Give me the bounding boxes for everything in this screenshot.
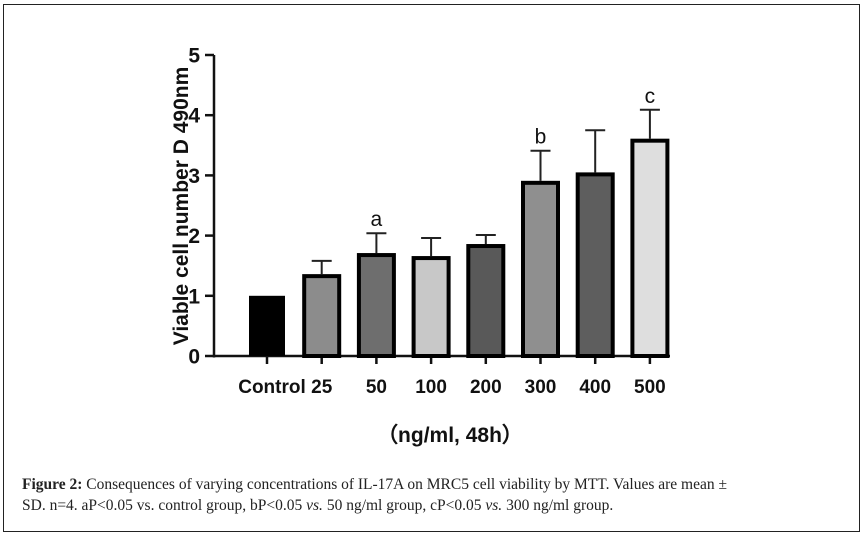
y-axis-title: Viable cell number D 490nm xyxy=(170,67,193,346)
y-tick-label: 2 xyxy=(188,225,200,248)
significance-label: a xyxy=(371,208,383,231)
y-tick-label: 4 xyxy=(188,105,200,128)
caption-line2b: 50 ng/ml group, cP<0.05 xyxy=(322,497,486,514)
bar xyxy=(466,244,506,358)
y-axis: 0 1 2 3 4 5 xyxy=(188,45,216,369)
y-tick-label: 3 xyxy=(188,165,200,188)
caption-vs-1: vs. xyxy=(306,497,323,514)
y-tick-label: 5 xyxy=(188,45,200,68)
caption-line1: Consequences of varying concentrations o… xyxy=(82,476,727,493)
x-tick-label: 300 xyxy=(525,377,557,398)
x-axis-title: （ng/ml, 48h） xyxy=(377,423,523,447)
x-tick-label: 100 xyxy=(415,377,447,398)
x-tick-label: 200 xyxy=(470,377,502,398)
caption-label: Figure 2: xyxy=(22,476,83,493)
bar xyxy=(575,172,615,358)
figure-caption: Figure 2: Consequences of varying concen… xyxy=(22,474,857,516)
bar xyxy=(521,180,560,358)
bar xyxy=(356,253,396,358)
caption-vs-2: vs. xyxy=(485,497,503,514)
bar xyxy=(411,256,451,358)
x-tick-label: Control xyxy=(238,377,306,398)
significance-label: b xyxy=(535,126,547,149)
y-tick-label: 0 xyxy=(188,346,200,369)
x-tick-label: 400 xyxy=(579,377,611,398)
x-tick-label: 500 xyxy=(634,377,666,398)
bar xyxy=(302,274,342,358)
y-tick-label: 1 xyxy=(188,285,200,308)
x-tick-label: 25 xyxy=(311,377,333,398)
bars: a b c xyxy=(249,85,670,358)
caption-line2a: SD. n=4. aP<0.05 vs. control group, bP<0… xyxy=(22,497,307,514)
x-axis: Control 25 50 100 200 300 400 500 xyxy=(213,354,670,398)
bar xyxy=(249,295,285,356)
bar xyxy=(630,138,670,358)
x-tick-label: 50 xyxy=(366,377,387,398)
significance-label: c xyxy=(645,85,656,108)
caption-line2c: 300 ng/ml group. xyxy=(502,497,614,514)
